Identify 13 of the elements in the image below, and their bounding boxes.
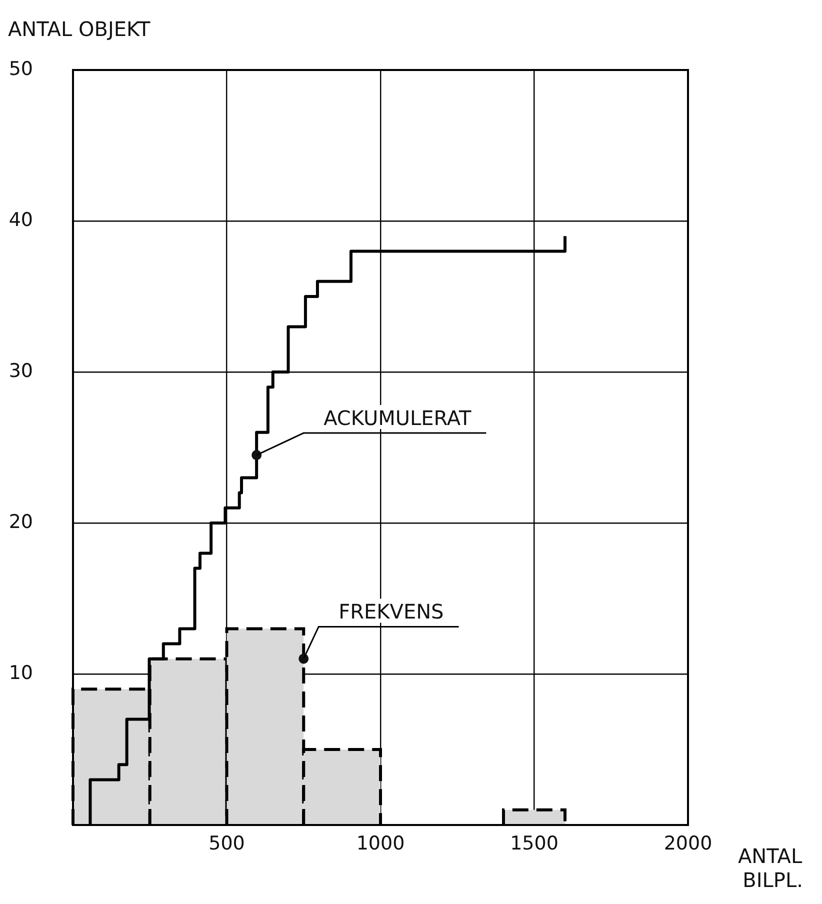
- y-tick-label: 10: [8, 662, 33, 684]
- y-tick-label: 50: [8, 58, 33, 80]
- y-tick-label: 40: [8, 208, 33, 231]
- x-tick-label: 2000: [664, 832, 712, 854]
- x-tick-label: 1500: [510, 832, 558, 854]
- y-tick-label: 20: [8, 510, 33, 533]
- series-label: FREKVENS: [338, 600, 444, 624]
- x-tick-label: 500: [208, 832, 245, 854]
- x-axis-title: ANTAL BILPL.: [738, 844, 803, 892]
- x-tick-label: 1000: [356, 832, 405, 854]
- y-axis-title: ANTAL OBJEKT: [8, 17, 152, 41]
- text: ACKUMULERAT: [324, 406, 472, 430]
- y-tick-label: 30: [8, 360, 33, 382]
